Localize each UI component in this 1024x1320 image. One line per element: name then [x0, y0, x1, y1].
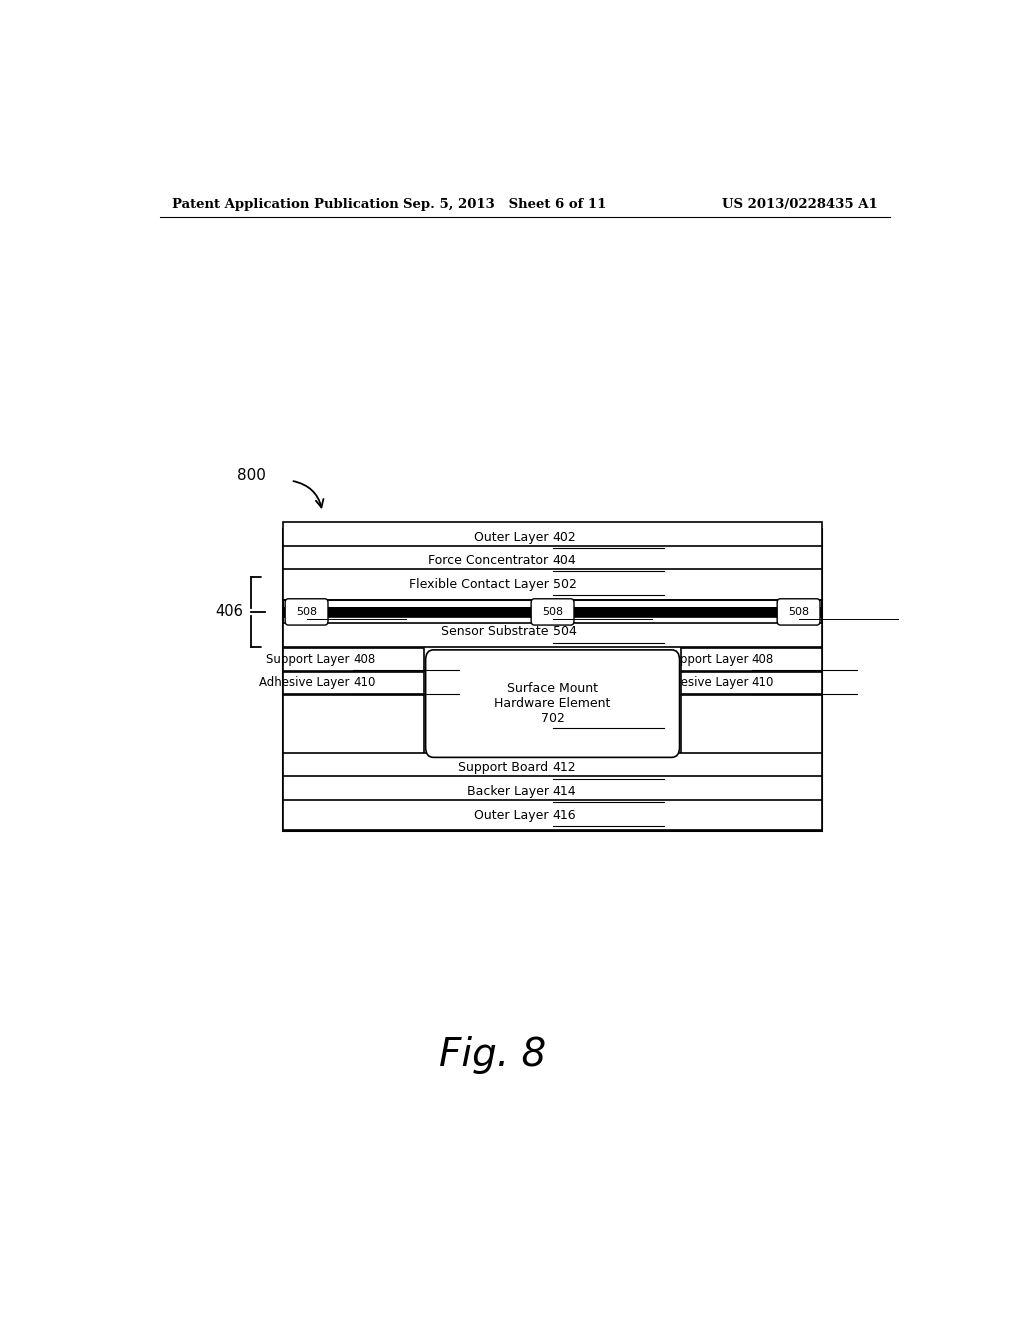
Bar — [283, 800, 822, 830]
Bar — [283, 545, 822, 576]
Bar — [283, 672, 424, 694]
FancyBboxPatch shape — [531, 599, 574, 626]
Bar — [681, 648, 822, 671]
Bar — [681, 672, 822, 694]
Text: Flexible Contact Layer: Flexible Contact Layer — [409, 578, 553, 591]
Text: 410: 410 — [752, 676, 774, 689]
Text: Backer Layer: Backer Layer — [467, 785, 553, 799]
Text: Support Layer: Support Layer — [665, 653, 752, 665]
Text: Outer Layer: Outer Layer — [474, 809, 553, 822]
Bar — [283, 696, 424, 759]
Text: US 2013/0228435 A1: US 2013/0228435 A1 — [722, 198, 878, 211]
Text: 508: 508 — [788, 607, 809, 616]
Text: Support Layer: Support Layer — [266, 653, 353, 665]
Bar — [681, 696, 822, 759]
FancyBboxPatch shape — [777, 599, 820, 626]
Bar — [283, 776, 822, 807]
Text: 408: 408 — [353, 653, 376, 665]
Text: 410: 410 — [353, 676, 376, 689]
Text: Outer Layer: Outer Layer — [474, 531, 553, 544]
Text: 408: 408 — [752, 653, 774, 665]
Bar — [283, 521, 822, 552]
Bar — [283, 616, 822, 647]
Text: 402: 402 — [553, 531, 577, 544]
Text: Sep. 5, 2013   Sheet 6 of 11: Sep. 5, 2013 Sheet 6 of 11 — [403, 198, 606, 211]
Bar — [283, 601, 822, 623]
Text: 416: 416 — [553, 809, 577, 822]
Text: 508: 508 — [542, 607, 563, 616]
Text: Adhesive Layer: Adhesive Layer — [259, 676, 353, 689]
Bar — [283, 648, 424, 671]
Text: 502: 502 — [553, 578, 577, 591]
Text: 800: 800 — [237, 469, 265, 483]
Text: Surface Mount
Hardware Element
702: Surface Mount Hardware Element 702 — [495, 682, 610, 725]
Bar — [283, 607, 822, 616]
Text: 406: 406 — [216, 605, 244, 619]
Bar — [283, 529, 822, 832]
Text: 412: 412 — [553, 762, 577, 775]
FancyArrowPatch shape — [294, 480, 324, 507]
Text: Adhesive Layer: Adhesive Layer — [657, 676, 752, 689]
Text: 404: 404 — [553, 554, 577, 568]
Text: Patent Application Publication: Patent Application Publication — [172, 198, 398, 211]
Bar — [283, 752, 822, 783]
FancyBboxPatch shape — [426, 649, 680, 758]
Text: Support Board: Support Board — [459, 762, 553, 775]
FancyBboxPatch shape — [285, 599, 328, 626]
Text: Force Concentrator: Force Concentrator — [428, 554, 553, 568]
Text: Fig. 8: Fig. 8 — [439, 1036, 547, 1074]
Text: Sensor Substrate: Sensor Substrate — [441, 626, 553, 639]
Text: 414: 414 — [553, 785, 577, 799]
Text: 504: 504 — [553, 626, 577, 639]
Text: 508: 508 — [296, 607, 317, 616]
Bar — [283, 569, 822, 599]
